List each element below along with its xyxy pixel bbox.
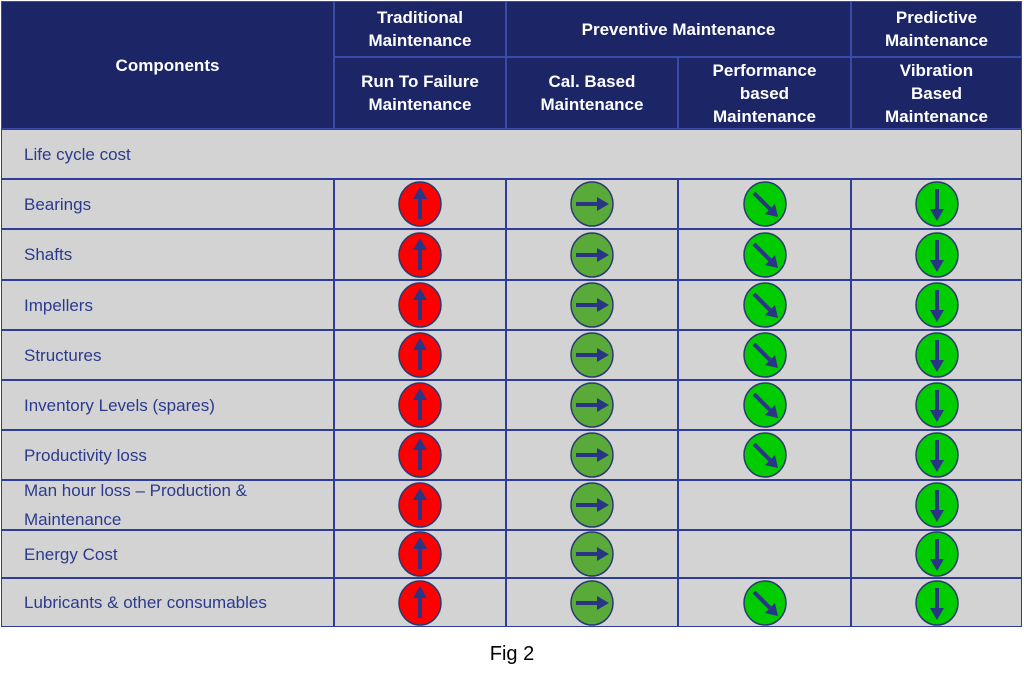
arrow-down-right-icon bbox=[742, 332, 788, 378]
table-cell bbox=[678, 280, 851, 330]
arrow-right-icon bbox=[569, 181, 615, 227]
table-cell bbox=[334, 480, 506, 530]
arrow-down-right-icon bbox=[742, 382, 788, 428]
table-cell bbox=[506, 578, 678, 627]
arrow-up-icon bbox=[397, 382, 443, 428]
header-subcolumn: Performance based Maintenance bbox=[678, 57, 851, 129]
header-subcolumn: Vibration Based Maintenance bbox=[851, 57, 1022, 129]
table-cell bbox=[851, 430, 1022, 480]
table-cell bbox=[678, 229, 851, 280]
row-label: Energy Cost bbox=[1, 530, 334, 578]
table-cell bbox=[851, 480, 1022, 530]
row-label: Man hour loss – Production & Maintenance bbox=[1, 480, 334, 530]
arrow-right-icon bbox=[569, 579, 615, 626]
arrow-up-icon bbox=[397, 282, 443, 328]
table-cell bbox=[851, 179, 1022, 229]
arrow-down-right-icon bbox=[742, 231, 788, 278]
arrow-down-icon bbox=[914, 432, 960, 478]
table-cell bbox=[334, 430, 506, 480]
header-subcolumn: Cal. Based Maintenance bbox=[506, 57, 678, 129]
table-cell bbox=[851, 380, 1022, 430]
row-label: Lubricants & other consumables bbox=[1, 578, 334, 627]
arrow-right-icon bbox=[569, 382, 615, 428]
arrow-right-icon bbox=[569, 231, 615, 278]
arrow-down-icon bbox=[914, 332, 960, 378]
table-cell bbox=[506, 480, 678, 530]
table-cell bbox=[851, 578, 1022, 627]
maintenance-comparison-table: Components Traditional Maintenance Prevent… bbox=[1, 1, 1022, 627]
table-cell bbox=[506, 179, 678, 229]
table-cell bbox=[851, 530, 1022, 578]
arrow-up-icon bbox=[397, 531, 443, 577]
table-cell bbox=[334, 530, 506, 578]
table-cell bbox=[506, 380, 678, 430]
arrow-right-icon bbox=[569, 531, 615, 577]
table-cell bbox=[506, 280, 678, 330]
table-cell bbox=[334, 330, 506, 380]
table-cell bbox=[678, 380, 851, 430]
arrow-up-icon bbox=[397, 432, 443, 478]
arrow-right-icon bbox=[569, 432, 615, 478]
arrow-down-icon bbox=[914, 231, 960, 278]
table-cell bbox=[678, 430, 851, 480]
table-cell bbox=[506, 330, 678, 380]
table-cell bbox=[334, 229, 506, 280]
arrow-down-icon bbox=[914, 531, 960, 577]
arrow-down-right-icon bbox=[742, 579, 788, 626]
arrow-up-icon bbox=[397, 231, 443, 278]
row-label: Shafts bbox=[1, 229, 334, 280]
arrow-down-icon bbox=[914, 181, 960, 227]
row-label: Impellers bbox=[1, 280, 334, 330]
header-group-traditional: Traditional Maintenance bbox=[334, 1, 506, 57]
table-cell bbox=[506, 229, 678, 280]
section-row-life-cycle-cost: Life cycle cost bbox=[1, 129, 1022, 179]
arrow-down-icon bbox=[914, 579, 960, 626]
table-cell bbox=[678, 179, 851, 229]
table-cell bbox=[678, 480, 851, 530]
header-subcolumn: Run To Failure Maintenance bbox=[334, 57, 506, 129]
table-cell bbox=[678, 578, 851, 627]
row-label: Bearings bbox=[1, 179, 334, 229]
arrow-up-icon bbox=[397, 482, 443, 528]
arrow-down-right-icon bbox=[742, 432, 788, 478]
arrow-down-right-icon bbox=[742, 282, 788, 328]
arrow-up-icon bbox=[397, 181, 443, 227]
row-label: Inventory Levels (spares) bbox=[1, 380, 334, 430]
figure-caption: Fig 2 bbox=[489, 643, 535, 665]
arrow-right-icon bbox=[569, 282, 615, 328]
header-components: Components bbox=[1, 1, 334, 129]
header-group-predictive: Predictive Maintenance bbox=[851, 1, 1022, 57]
table-cell bbox=[334, 578, 506, 627]
arrow-right-icon bbox=[569, 332, 615, 378]
arrow-up-icon bbox=[397, 332, 443, 378]
table-cell bbox=[334, 179, 506, 229]
table-cell bbox=[851, 330, 1022, 380]
arrow-down-right-icon bbox=[742, 181, 788, 227]
arrow-down-icon bbox=[914, 282, 960, 328]
table-cell bbox=[678, 530, 851, 578]
table-cell bbox=[334, 380, 506, 430]
arrow-down-icon bbox=[914, 482, 960, 528]
table-cell bbox=[334, 280, 506, 330]
table-cell bbox=[678, 330, 851, 380]
row-label: Productivity loss bbox=[1, 430, 334, 480]
arrow-up-icon bbox=[397, 579, 443, 626]
table-cell bbox=[851, 280, 1022, 330]
table-cell bbox=[851, 229, 1022, 280]
header-group-preventive: Preventive Maintenance bbox=[506, 1, 851, 57]
table-cell bbox=[506, 530, 678, 578]
table-cell bbox=[506, 430, 678, 480]
row-label: Structures bbox=[1, 330, 334, 380]
arrow-right-icon bbox=[569, 482, 615, 528]
arrow-down-icon bbox=[914, 382, 960, 428]
